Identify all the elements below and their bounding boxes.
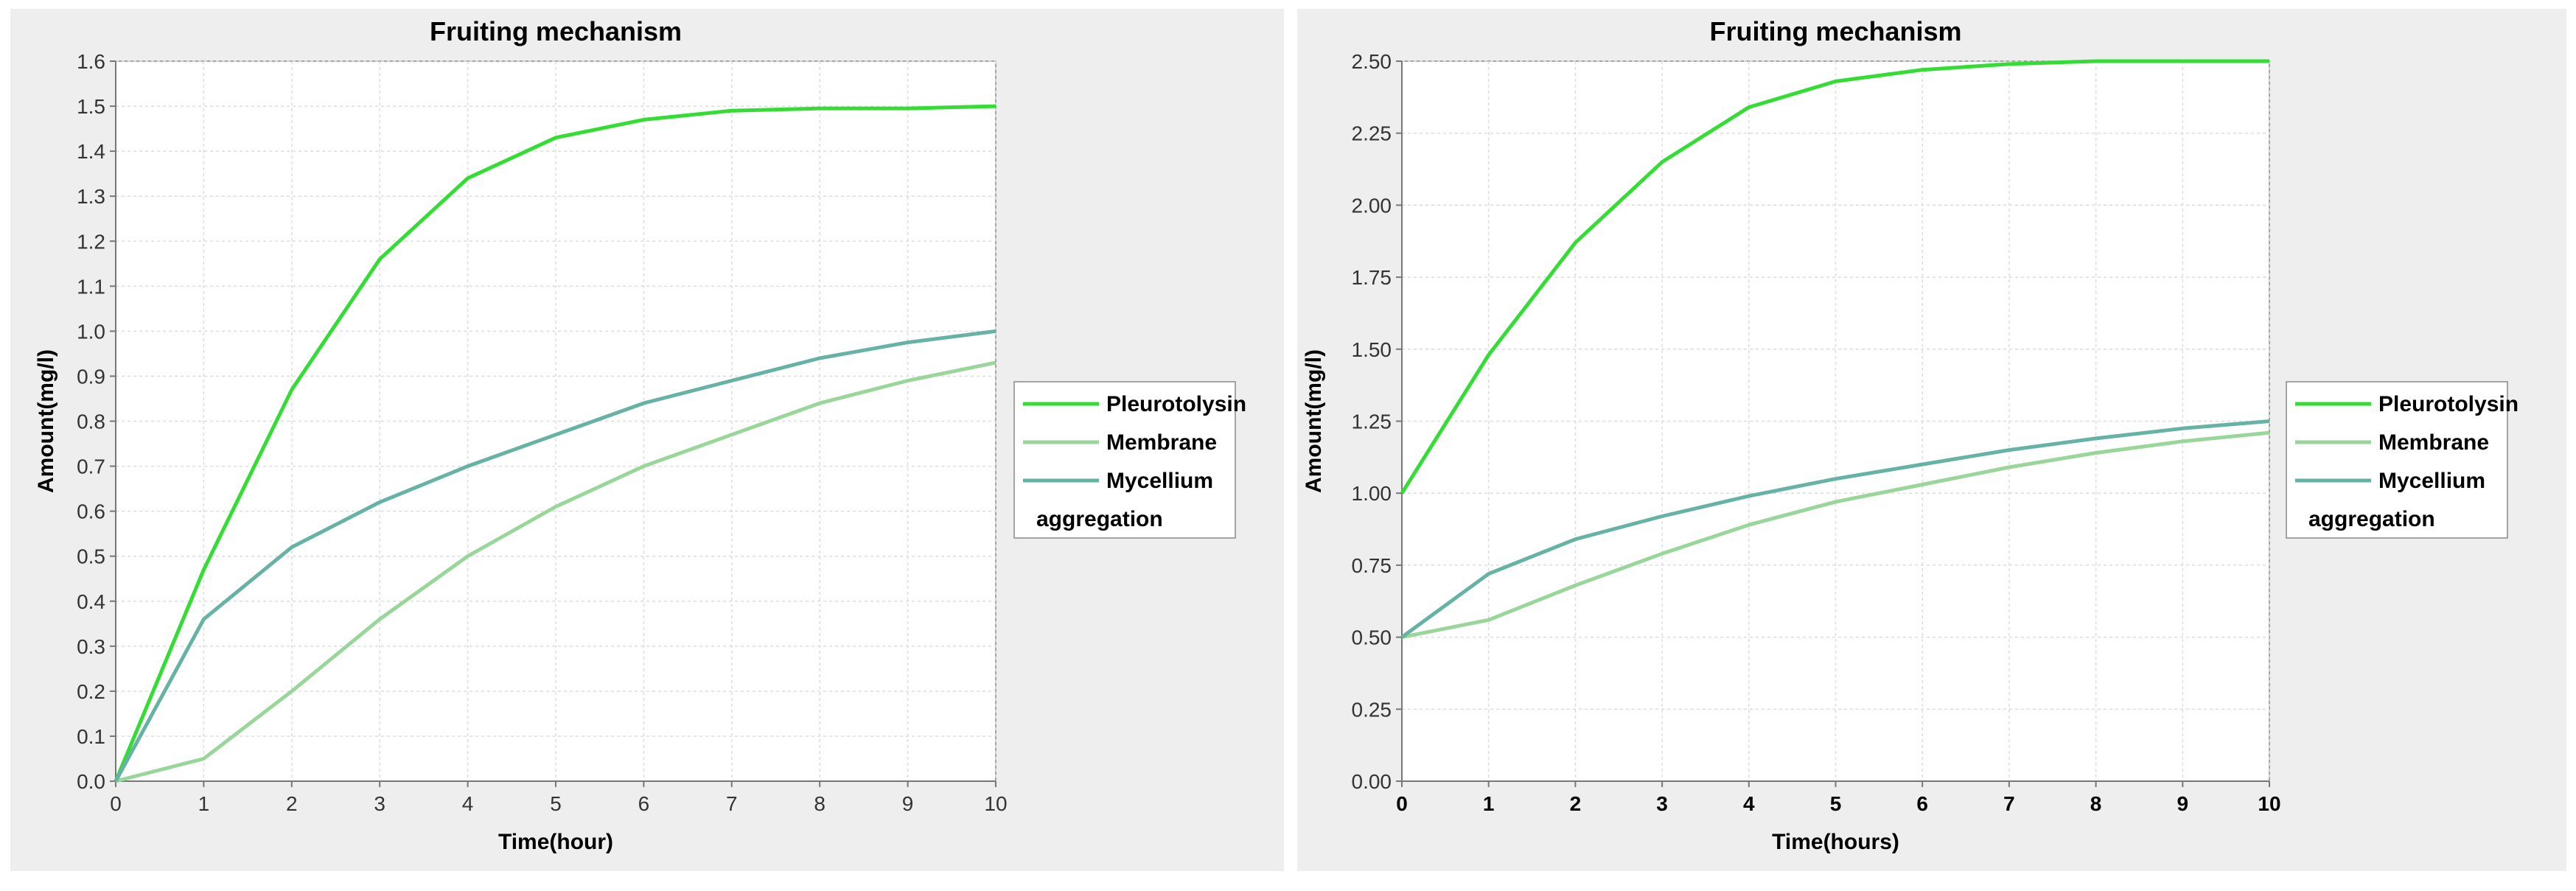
y-tick-label: 0.50 xyxy=(1352,626,1392,649)
chart-title: Fruiting mechanism xyxy=(1709,16,1961,46)
legend: Pleurotolysin Membrane Mycellium aggregatio… xyxy=(2286,381,2519,539)
y-tick-label: 0.2 xyxy=(77,680,105,703)
series-line-pleurotolysin xyxy=(114,104,996,782)
legend-item: Mycellium aggregation xyxy=(2295,469,2485,531)
x-tick-label: 0 xyxy=(1396,792,1408,815)
y-tick-label: 1.4 xyxy=(77,140,105,163)
legend-label: Pleurotolysin xyxy=(1106,392,1246,416)
chart-2: 0 1 2 3 4 5 6 7 8 9 10 0.00 0.25 0.50 0.75 1.00 1.25 1.50… xyxy=(1302,16,2519,854)
legend-label: Mycellium xyxy=(2378,469,2485,493)
y-tick-label: 0.0 xyxy=(77,770,105,793)
series-line-pleurotolysin xyxy=(1400,59,2269,495)
legend-item: Membrane xyxy=(2295,430,2489,455)
y-tick-label: 2.50 xyxy=(1352,50,1392,73)
x-axis-label: Time(hour) xyxy=(498,830,613,854)
series-line-membrane xyxy=(115,360,996,783)
x-tick-label: 9 xyxy=(2177,792,2189,815)
legend-label: Pleurotolysin xyxy=(2378,392,2519,416)
x-tick-label: 3 xyxy=(374,792,385,815)
legend-box xyxy=(1013,381,1236,539)
y-tick-label: 0.00 xyxy=(1352,770,1392,793)
legend-item: Pleurotolysin xyxy=(2295,392,2519,416)
x-tick-label: 6 xyxy=(1916,792,1928,815)
x-tick-label: 8 xyxy=(2090,792,2102,815)
y-tick-label: 1.5 xyxy=(77,95,105,118)
y-axis-label: Amount(mg/l) xyxy=(34,349,58,493)
y-tick-label: 1.3 xyxy=(77,185,105,208)
y-tick-label: 1.50 xyxy=(1352,338,1392,361)
y-tick-label: 0.1 xyxy=(77,725,105,748)
legend-label: Membrane xyxy=(1106,430,1217,455)
x-tick-label: 10 xyxy=(984,792,1007,815)
x-tick-label: 10 xyxy=(2258,792,2280,815)
y-tick-label: 0.75 xyxy=(1352,554,1392,577)
y-tick-label: 1.1 xyxy=(77,275,105,298)
chart-title: Fruiting mechanism xyxy=(430,16,682,46)
x-tick-label: 9 xyxy=(902,792,914,815)
y-tick-label: 1.2 xyxy=(77,230,105,253)
y-tick-label: 1.6 xyxy=(77,50,105,73)
y-tick-label: 0.9 xyxy=(77,365,105,388)
y-tick-label: 1.00 xyxy=(1352,482,1392,505)
x-tick-label: 5 xyxy=(1830,792,1842,815)
x-tick-label: 1 xyxy=(198,792,210,815)
x-axis-label: Time(hours) xyxy=(1772,830,1899,854)
legend-item: Mycellium aggregation xyxy=(1023,469,1213,531)
x-tick-label: 0 xyxy=(110,792,122,815)
y-tick-label: 1.75 xyxy=(1352,266,1392,289)
series-line-mycellium-aggregation xyxy=(1400,419,2270,639)
y-tick-label: 0.5 xyxy=(77,545,105,568)
legend-label: aggregation xyxy=(2308,507,2435,531)
y-tick-label: 0.4 xyxy=(77,590,105,613)
x-tick-label: 6 xyxy=(638,792,650,815)
y-tick-label: 0.6 xyxy=(77,500,105,523)
legend: Pleurotolysin Membrane Mycellium aggregatio… xyxy=(1013,381,1246,539)
y-tick-label: 0.8 xyxy=(77,410,105,433)
series-line-membrane xyxy=(1401,430,2270,640)
legend-item: Pleurotolysin xyxy=(1023,392,1246,416)
y-tick-label: 0.3 xyxy=(77,635,105,658)
y-tick-label: 1.0 xyxy=(77,320,105,343)
x-tick-label: 3 xyxy=(1656,792,1668,815)
legend-label: Membrane xyxy=(2378,430,2489,455)
x-tick-label: 4 xyxy=(1743,792,1755,815)
y-tick-label: 0.25 xyxy=(1352,698,1392,721)
x-tick-label: 5 xyxy=(550,792,562,815)
legend-item: Membrane xyxy=(1023,430,1217,455)
y-tick-label: 2.25 xyxy=(1352,122,1392,145)
series-line-mycellium-aggregation xyxy=(114,329,996,783)
x-tick-label: 4 xyxy=(462,792,474,815)
x-tick-label: 7 xyxy=(2003,792,2015,815)
y-tick-label: 2.00 xyxy=(1352,194,1392,217)
legend-label: aggregation xyxy=(1036,507,1163,531)
y-axis-label: Amount(mg/l) xyxy=(1302,349,1326,493)
x-tick-label: 2 xyxy=(1570,792,1582,815)
x-tick-label: 1 xyxy=(1483,792,1495,815)
x-tick-label: 7 xyxy=(726,792,738,815)
y-tick-label: 1.25 xyxy=(1352,410,1392,433)
x-tick-label: 8 xyxy=(814,792,825,815)
legend-box xyxy=(2286,381,2508,539)
x-tick-label: 2 xyxy=(286,792,298,815)
y-tick-label: 0.7 xyxy=(77,455,105,478)
legend-label: Mycellium xyxy=(1106,469,1213,493)
chart-1: 0 1 2 3 4 5 6 7 8 9 10 0.0 0.1 0.2 0.3 0.4 0.5 0.6 0.7 0.8 0… xyxy=(34,16,1246,854)
